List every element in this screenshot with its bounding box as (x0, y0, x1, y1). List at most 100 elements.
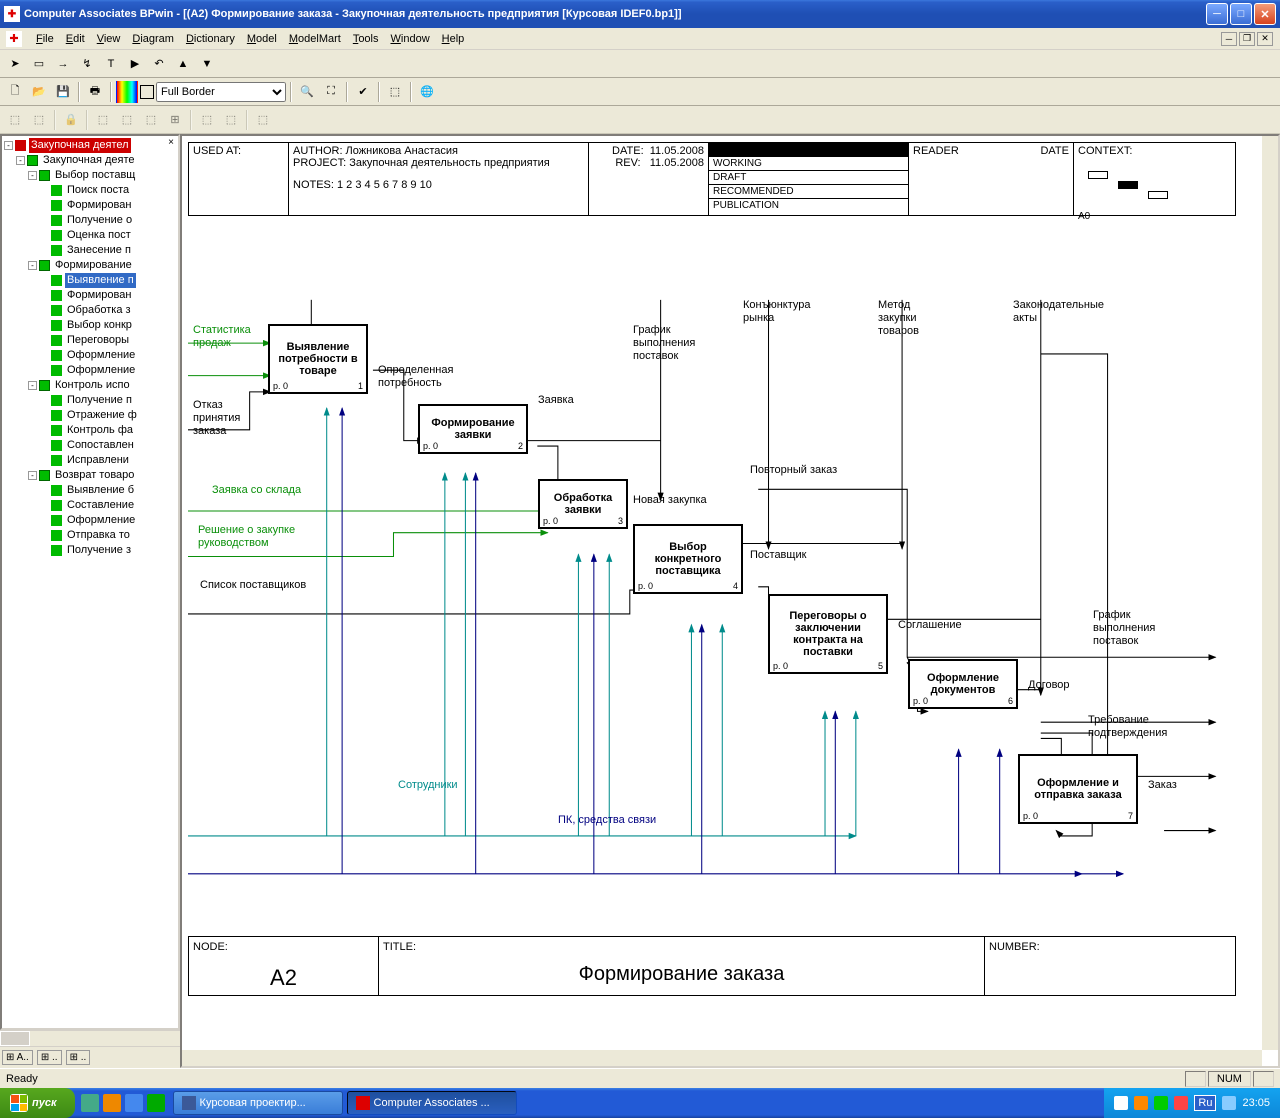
tree-hscroll[interactable] (0, 1030, 180, 1046)
tree-node[interactable]: -Контроль испо (4, 378, 176, 393)
activity-box-3[interactable]: Обработка заявкиp. 03 (538, 479, 628, 529)
tray-icon-3[interactable] (1154, 1096, 1168, 1110)
tree-node[interactable]: Выявление б (4, 483, 176, 498)
down-tool[interactable]: ▼ (196, 53, 218, 75)
maximize-button[interactable]: □ (1230, 3, 1252, 25)
tree-root[interactable]: Закупочная деятел (29, 138, 131, 153)
mdi-restore[interactable]: ❐ (1239, 32, 1255, 46)
ql-icon-3[interactable] (125, 1094, 143, 1112)
activity-box-5[interactable]: Переговоры о заключении контракта на пос… (768, 594, 888, 674)
spell-button[interactable]: ✔ (352, 81, 374, 103)
menu-edit[interactable]: Edit (60, 31, 91, 47)
tree-tab-3[interactable]: ⊞ .. (66, 1050, 91, 1065)
menu-diagram[interactable]: Diagram (126, 31, 180, 47)
tree-node[interactable]: Получение п (4, 393, 176, 408)
tree-node[interactable]: Получение з (4, 543, 176, 558)
activity-box-1[interactable]: Выявление потребности в товареp. 01 (268, 324, 368, 394)
tree-node[interactable]: Сопоставлен (4, 438, 176, 453)
tree-node[interactable]: Исправлени (4, 453, 176, 468)
tree-tab-1[interactable]: ⊞ A.. (2, 1050, 33, 1065)
border-dropdown[interactable]: Full Border (156, 82, 286, 102)
tray-icon-2[interactable] (1134, 1096, 1148, 1110)
idef-diagram[interactable]: Выявление потребности в товареp. 01 Форми… (188, 224, 1236, 928)
tray-icon-5[interactable] (1222, 1096, 1236, 1110)
modelmart-button[interactable]: ⬚ (384, 81, 406, 103)
tree-node[interactable]: Поиск поста (4, 183, 176, 198)
up-tool[interactable]: ▲ (172, 53, 194, 75)
tree-node[interactable]: Выявление п (4, 273, 176, 288)
canvas-vscroll[interactable] (1262, 136, 1278, 1050)
activity-box-2[interactable]: Формирование заявкиp. 02 (418, 404, 528, 454)
header-used-at: USED AT: (189, 143, 289, 215)
mm-btn-8: ⬚ (252, 109, 274, 131)
menu-help[interactable]: Help (436, 31, 471, 47)
palette-button[interactable] (116, 81, 138, 103)
diagram-label: Метод (878, 299, 910, 311)
tree-node[interactable]: Формирован (4, 198, 176, 213)
mdi-minimize[interactable]: ─ (1221, 32, 1237, 46)
tree-node[interactable]: Отражение ф (4, 408, 176, 423)
diagram-canvas[interactable]: USED AT: AUTHOR: Ложникова Анастасия PRO… (180, 134, 1280, 1068)
tree-node[interactable]: -Возврат товаро (4, 468, 176, 483)
tree-node[interactable]: Получение о (4, 213, 176, 228)
tree-node[interactable]: Оформление (4, 363, 176, 378)
statusbar: Ready NUM (0, 1068, 1280, 1088)
activity-box-4[interactable]: Выбор конкретного поставщикаp. 04 (633, 524, 743, 594)
tree-tab-2[interactable]: ⊞ .. (37, 1050, 62, 1065)
tree-node[interactable]: Переговоры (4, 333, 176, 348)
arrow-tool[interactable]: → (52, 53, 74, 75)
tree-node[interactable]: Оформление (4, 348, 176, 363)
menu-view[interactable]: View (91, 31, 127, 47)
tray-lang[interactable]: Ru (1194, 1095, 1216, 1111)
tree-node[interactable]: -Выбор поставщ (4, 168, 176, 183)
globe-button[interactable]: 🌐 (416, 81, 438, 103)
zoom-in-button[interactable]: 🔍 (296, 81, 318, 103)
canvas-hscroll[interactable] (182, 1050, 1262, 1066)
undo-tool[interactable]: ↶ (148, 53, 170, 75)
pointer-tool[interactable]: ➤ (4, 53, 26, 75)
tree-node[interactable]: Оценка пост (4, 228, 176, 243)
menu-window[interactable]: Window (385, 31, 436, 47)
ql-icon-1[interactable] (81, 1094, 99, 1112)
tree-node[interactable]: Обработка з (4, 303, 176, 318)
tray-icon-4[interactable] (1174, 1096, 1188, 1110)
close-button[interactable]: ✕ (1254, 3, 1276, 25)
start-button[interactable]: пуск (0, 1088, 75, 1118)
text-tool[interactable]: T (100, 53, 122, 75)
box-tool[interactable]: ▭ (28, 53, 50, 75)
menu-model[interactable]: Model (241, 31, 283, 47)
diagram-label: товаров (878, 325, 919, 337)
tree-node[interactable]: Выбор конкр (4, 318, 176, 333)
activity-box-7[interactable]: Оформление и отправка заказаp. 07 (1018, 754, 1138, 824)
menu-modelmart[interactable]: ModelMart (283, 31, 347, 47)
mm-btn-3: ⬚ (92, 109, 114, 131)
tree-node[interactable]: -Формирование (4, 258, 176, 273)
ql-icon-2[interactable] (103, 1094, 121, 1112)
menu-file[interactable]: File (30, 31, 60, 47)
tree-node[interactable]: Контроль фа (4, 423, 176, 438)
tree-node[interactable]: -Закупочная деяте (4, 153, 176, 168)
mdi-close[interactable]: ✕ (1257, 32, 1273, 46)
activity-box-6[interactable]: Оформление документовp. 06 (908, 659, 1018, 709)
new-button[interactable]: 🗋 (4, 81, 26, 103)
tree-node[interactable]: Формирован (4, 288, 176, 303)
task-button[interactable]: Computer Associates ... (347, 1091, 517, 1115)
ql-icon-4[interactable] (147, 1094, 165, 1112)
menu-tools[interactable]: Tools (347, 31, 385, 47)
task-button[interactable]: Курсовая проектир... (173, 1091, 343, 1115)
border-preview[interactable] (140, 85, 154, 99)
tree-node[interactable]: Занесение п (4, 243, 176, 258)
save-button[interactable]: 💾 (52, 81, 74, 103)
tree-node[interactable]: Оформление (4, 513, 176, 528)
menu-dictionary[interactable]: Dictionary (180, 31, 241, 47)
print-button[interactable]: 🖶 (84, 81, 106, 103)
minimize-button[interactable]: ─ (1206, 3, 1228, 25)
tree-node[interactable]: Отправка то (4, 528, 176, 543)
play-tool[interactable]: ▶ (124, 53, 146, 75)
squiggle-tool[interactable]: ↯ (76, 53, 98, 75)
tray-icon-1[interactable] (1114, 1096, 1128, 1110)
zoom-fit-button[interactable]: ⛶ (320, 81, 342, 103)
open-button[interactable]: 📂 (28, 81, 50, 103)
tree-node[interactable]: Составление (4, 498, 176, 513)
tree-close-button[interactable]: × (168, 137, 174, 148)
